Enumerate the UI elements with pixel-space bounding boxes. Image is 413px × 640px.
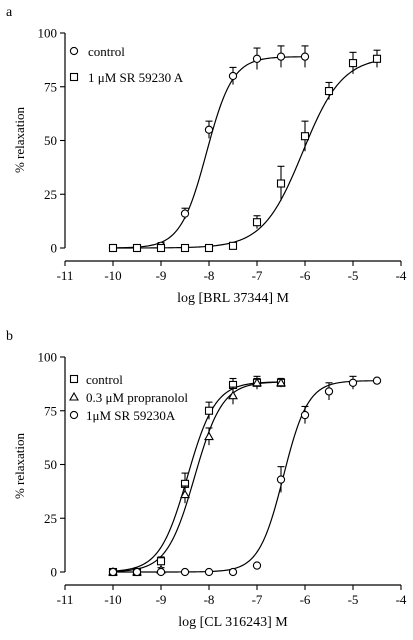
- legend-label: control: [88, 44, 125, 59]
- data-point-square: [156, 557, 166, 566]
- data-point-square: [204, 243, 214, 253]
- legend-entry: 1 μM SR 59230 A: [69, 70, 184, 85]
- data-point-circle: [132, 567, 142, 577]
- x-tick-label: -10: [104, 592, 121, 607]
- data-point-circle: [204, 125, 214, 134]
- data-point-circle: [276, 52, 286, 61]
- data-point-circle: [204, 567, 214, 577]
- data-points: [108, 375, 382, 577]
- fit-curves: [112, 56, 378, 249]
- legend-marker-triangle: [69, 391, 79, 401]
- panel-b: b % relaxation log [CL 316243] M 0 25 50 75…: [6, 329, 407, 630]
- data-point-square: [180, 243, 190, 253]
- y-tick-label: 50: [44, 457, 57, 472]
- legend-marker-square: [69, 72, 79, 82]
- data-point-circle: [300, 410, 310, 420]
- fit-curve: [112, 56, 306, 249]
- x-tick-label: -7: [252, 268, 263, 283]
- data-point-circle: [180, 567, 190, 577]
- data-point-square: [228, 241, 238, 250]
- x-tick-label: -6: [300, 592, 311, 607]
- legend: control 0.3 μM propranolol 1μM SR 59230A: [69, 372, 188, 423]
- x-tick-label: -11: [57, 592, 74, 607]
- data-points: [108, 45, 382, 253]
- data-point-square: [372, 54, 382, 63]
- data-point-square: [108, 243, 118, 253]
- x-tick-label: -9: [156, 592, 167, 607]
- y-tick-label: 100: [38, 350, 58, 365]
- y-tick-label: 100: [38, 26, 58, 41]
- panel-label: b: [6, 329, 13, 344]
- panel-label: a: [6, 5, 13, 20]
- data-point-circle: [348, 378, 358, 387]
- fit-curve: [113, 60, 378, 249]
- data-point-square: [204, 406, 214, 415]
- data-point-square: [132, 243, 142, 253]
- y-tick-label: 25: [44, 187, 57, 202]
- axis-ticks: 0 25 50 75 100 -11 -10 -9 -8 -7 -6 -5 -4: [38, 26, 407, 284]
- x-tick-label: -4: [396, 592, 407, 607]
- x-tick-label: -5: [348, 592, 359, 607]
- data-point-circle: [180, 209, 190, 218]
- data-point-square: [276, 179, 286, 188]
- y-tick-label: 25: [44, 511, 57, 526]
- data-point-triangle: [204, 431, 214, 441]
- legend: control 1 μM SR 59230 A: [69, 44, 184, 85]
- data-point-square: [252, 218, 262, 227]
- y-tick-label: 0: [51, 241, 58, 256]
- legend-entry: 0.3 μM propranolol: [69, 390, 188, 405]
- y-tick-label: 0: [51, 565, 58, 580]
- data-point-circle: [252, 54, 262, 63]
- x-tick-label: -7: [252, 592, 263, 607]
- x-tick-label: -5: [348, 268, 359, 283]
- y-tick-label: 50: [44, 133, 57, 148]
- data-point-circle: [252, 561, 262, 570]
- y-tick-label: 75: [44, 403, 57, 418]
- legend-entry: control: [69, 44, 125, 59]
- legend-marker-circle: [69, 410, 79, 420]
- legend-label: 0.3 μM propranolol: [86, 390, 188, 405]
- panel-a: a % relaxation log [BRL 37344] M 0 25 50 75…: [6, 5, 407, 306]
- data-point-triangle: [180, 489, 190, 499]
- data-point-square: [300, 132, 310, 141]
- x-tick-label: -8: [204, 592, 215, 607]
- data-point-circle: [108, 567, 118, 577]
- x-axis-label: log [BRL 37344] M: [177, 291, 289, 306]
- x-tick-label: -9: [156, 268, 167, 283]
- y-tick-label: 75: [44, 79, 57, 94]
- data-point-circle: [300, 52, 310, 61]
- data-point-triangle: [228, 390, 238, 400]
- legend-label: 1μM SR 59230A: [86, 408, 176, 423]
- data-point-square: [348, 59, 358, 68]
- data-point-circle: [276, 475, 286, 484]
- legend-label: 1 μM SR 59230 A: [88, 70, 184, 85]
- axis-ticks: 0 25 50 75 100 -11 -10 -9 -8 -7 -6 -5 -4: [38, 350, 407, 608]
- y-axis-label: % relaxation: [12, 106, 27, 173]
- data-point-square: [324, 87, 334, 96]
- data-point-circle: [372, 376, 382, 385]
- data-point-triangle: [276, 377, 286, 387]
- data-point-circle: [324, 387, 334, 396]
- legend-entry: control: [69, 372, 123, 387]
- x-axis-label: log [CL 316243] M: [178, 615, 288, 630]
- x-tick-label: -8: [204, 268, 215, 283]
- data-point-square: [156, 243, 166, 253]
- legend-label: control: [86, 372, 123, 387]
- legend-entry: 1μM SR 59230A: [69, 408, 176, 423]
- y-axis-label: % relaxation: [12, 432, 27, 499]
- x-tick-label: -11: [57, 268, 74, 283]
- legend-marker-circle: [69, 46, 79, 56]
- x-tick-label: -6: [300, 268, 311, 283]
- legend-marker-square: [69, 374, 79, 384]
- x-tick-label: -4: [396, 268, 407, 283]
- data-point-circle: [228, 567, 238, 577]
- data-point-triangle: [252, 377, 262, 387]
- x-tick-label: -10: [104, 268, 121, 283]
- data-point-circle: [228, 71, 238, 81]
- data-point-circle: [156, 567, 166, 577]
